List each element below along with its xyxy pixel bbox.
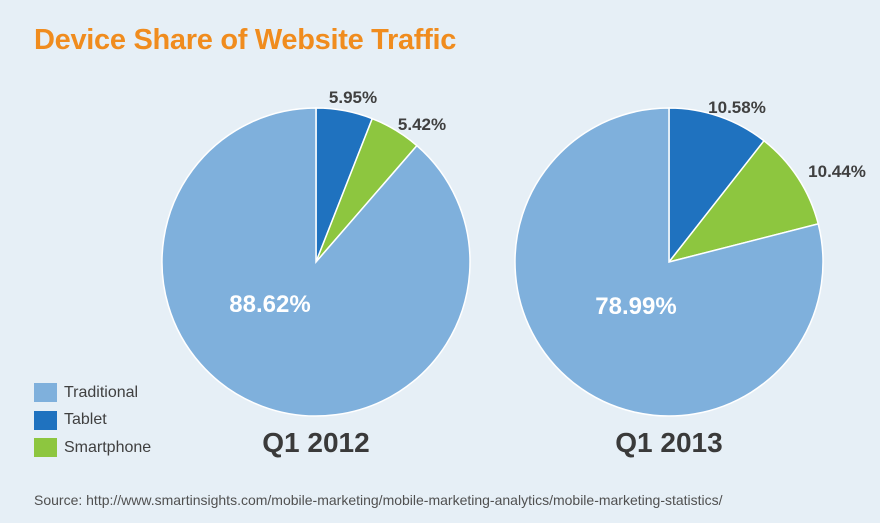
pie-slice-tablet — [668, 107, 766, 265]
legend-swatch-traditional — [34, 383, 57, 403]
legend-label: Traditional — [64, 383, 139, 401]
slice-label: 10.44% — [808, 162, 866, 181]
source-note: Source: http://www.smartinsights.com/mob… — [34, 492, 723, 508]
slice-label: 5.42% — [398, 115, 446, 134]
legend: Traditional Tablet Smartphone — [34, 379, 151, 462]
legend-item-smartphone: Smartphone — [34, 434, 151, 462]
chart-title: Device Share of Website Traffic — [34, 24, 457, 56]
slice-label: 10.58% — [708, 98, 766, 117]
slice-label: 5.95% — [329, 88, 377, 107]
pie-title: Q1 2012 — [262, 427, 369, 458]
slice-label: 88.62% — [229, 291, 310, 318]
legend-label: Tablet — [64, 411, 107, 429]
slice-label: 78.99% — [595, 293, 676, 320]
pie-slice-smartphone — [667, 139, 820, 264]
legend-label: Smartphone — [64, 438, 152, 456]
pie-slice-traditional — [161, 107, 471, 417]
legend-item-traditional: Traditional — [34, 379, 151, 407]
pie-slice-traditional — [514, 107, 824, 417]
legend-swatch-tablet — [34, 410, 57, 430]
legend-item-tablet: Tablet — [34, 407, 151, 435]
pie-title: Q1 2013 — [615, 427, 722, 458]
legend-swatch-smartphone — [34, 438, 57, 458]
